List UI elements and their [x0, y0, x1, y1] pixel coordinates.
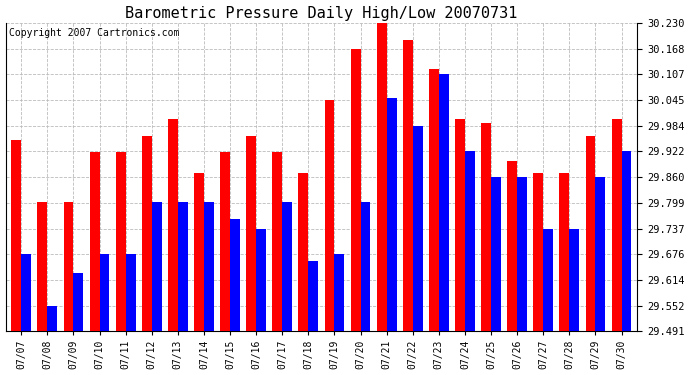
Bar — [611, 119, 622, 331]
Bar — [517, 177, 527, 331]
Bar — [142, 136, 152, 331]
Bar — [246, 136, 256, 331]
Bar — [194, 173, 204, 331]
Bar — [204, 202, 214, 331]
Bar — [37, 202, 48, 331]
Bar — [560, 173, 569, 331]
Bar — [543, 228, 553, 331]
Bar — [220, 152, 230, 331]
Title: Barometric Pressure Daily High/Low 20070731: Barometric Pressure Daily High/Low 20070… — [125, 6, 518, 21]
Bar — [622, 152, 631, 331]
Bar — [90, 152, 99, 331]
Bar — [73, 273, 83, 331]
Bar — [273, 152, 282, 331]
Bar — [465, 152, 475, 331]
Bar — [308, 261, 318, 331]
Bar — [413, 126, 423, 331]
Bar — [429, 69, 439, 331]
Bar — [507, 160, 517, 331]
Bar — [403, 40, 413, 331]
Bar — [168, 119, 178, 331]
Bar — [324, 100, 335, 331]
Bar — [126, 254, 135, 331]
Bar — [48, 306, 57, 331]
Bar — [152, 202, 161, 331]
Bar — [586, 136, 595, 331]
Bar — [481, 123, 491, 331]
Bar — [439, 74, 449, 331]
Bar — [21, 254, 31, 331]
Bar — [455, 119, 465, 331]
Bar — [99, 254, 110, 331]
Bar — [282, 202, 292, 331]
Bar — [116, 152, 126, 331]
Bar — [569, 228, 580, 331]
Bar — [63, 202, 73, 331]
Bar — [533, 173, 543, 331]
Bar — [335, 254, 344, 331]
Bar — [178, 202, 188, 331]
Bar — [11, 140, 21, 331]
Bar — [298, 173, 308, 331]
Text: Copyright 2007 Cartronics.com: Copyright 2007 Cartronics.com — [9, 28, 179, 38]
Bar — [351, 49, 361, 331]
Bar — [386, 98, 397, 331]
Bar — [377, 23, 386, 331]
Bar — [491, 177, 501, 331]
Bar — [230, 219, 240, 331]
Bar — [595, 177, 605, 331]
Bar — [361, 202, 371, 331]
Bar — [256, 228, 266, 331]
